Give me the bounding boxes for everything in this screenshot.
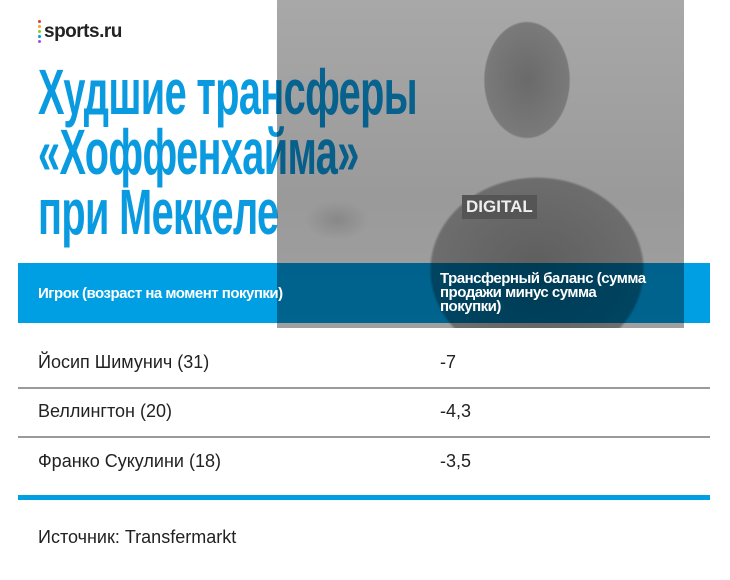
- column-header-player: Игрок (возраст на момент покупки): [38, 285, 283, 302]
- table-bottom-border: [18, 495, 710, 500]
- table-header-labels: Игрок (возраст на момент покупки) Трансф…: [18, 263, 710, 323]
- player-name: Йосип Шимунич (31): [38, 352, 210, 372]
- sports-ru-logo: sports.ru: [38, 20, 122, 43]
- row-divider: [18, 436, 710, 438]
- row-divider: [18, 387, 710, 389]
- transfer-balance: -3,5: [440, 451, 472, 471]
- table-row: Веллингтон (20) -4,3: [38, 401, 710, 422]
- logo-text: sports.ru: [44, 20, 122, 42]
- logo-dots-icon: [38, 20, 41, 43]
- transfer-balance: -4,3: [440, 401, 472, 421]
- player-name: Франко Сукулини (18): [38, 451, 221, 471]
- table-row: Йосип Шимунич (31) -7: [38, 352, 710, 373]
- table-row: Франко Сукулини (18) -3,5: [38, 451, 710, 472]
- player-name: Веллингтон (20): [38, 401, 172, 421]
- title-line: при Меккеле: [38, 176, 279, 248]
- source-note: Источник: Transfermarkt: [38, 527, 237, 547]
- shirt-sponsor-text: DIGITAL: [462, 195, 537, 219]
- transfer-balance: -7: [440, 352, 457, 372]
- column-header-balance: Трансферный баланс (сумма продажи минус …: [440, 270, 646, 315]
- player-photo: DIGITAL: [277, 0, 684, 328]
